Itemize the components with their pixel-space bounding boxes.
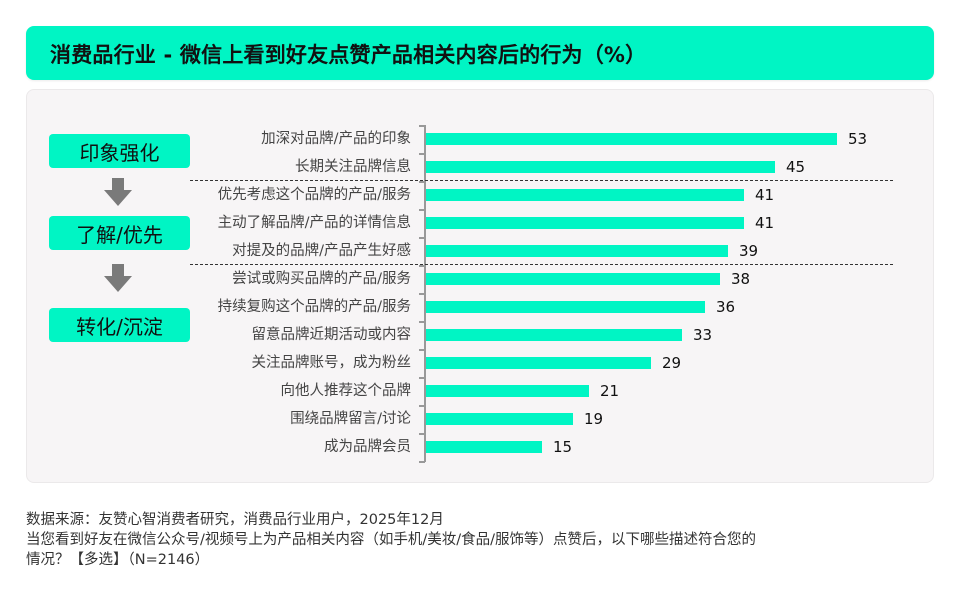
chart-title: 消费品行业 - 微信上看到好友点赞产品相关内容后的行为（%） (50, 43, 647, 67)
bar (426, 357, 651, 369)
row-label: 优先考虑这个品牌的产品/服务 (217, 187, 411, 203)
stage-convert: 转化/沉淀 (49, 308, 190, 342)
bar (426, 385, 589, 397)
row-label: 成为品牌会员 (324, 439, 411, 455)
bar-value: 38 (731, 270, 751, 288)
bar (426, 245, 728, 257)
bar-value: 15 (553, 438, 573, 456)
axis-tick (419, 153, 425, 155)
bar (426, 441, 542, 453)
row-label: 围绕品牌留言/讨论 (290, 411, 411, 427)
axis-tick (419, 377, 425, 379)
row-label: 持续复购这个品牌的产品/服务 (217, 299, 411, 315)
bar (426, 413, 573, 425)
bar-value: 45 (786, 158, 806, 176)
bar-value: 21 (600, 382, 620, 400)
row-label: 对提及的品牌/产品产生好感 (232, 243, 411, 259)
stage-understand: 了解/优先 (49, 216, 190, 250)
axis-tick (419, 265, 425, 267)
axis-tick (419, 349, 425, 351)
bar (426, 273, 720, 285)
bar-value: 53 (848, 130, 868, 148)
row-label: 主动了解品牌/产品的详情信息 (217, 215, 411, 231)
axis-tick (419, 321, 425, 323)
y-axis (424, 125, 426, 462)
question-note-line2: 情况？【多选】（N=2146） (26, 552, 210, 568)
source-note: 数据来源：友赞心智消费者研究，消费品行业用户，2025年12月 (26, 512, 444, 528)
row-label: 关注品牌账号，成为粉丝 (251, 355, 412, 371)
bar-value: 39 (739, 242, 759, 260)
axis-tick (419, 461, 425, 463)
down-arrow-icon (104, 178, 132, 206)
bar (426, 161, 775, 173)
row-label: 长期关注品牌信息 (295, 159, 411, 175)
axis-tick (419, 237, 425, 239)
bar-value: 36 (716, 298, 736, 316)
down-arrow-icon (104, 264, 132, 292)
bar-value: 33 (693, 326, 713, 344)
row-label: 留意品牌近期活动或内容 (251, 327, 412, 343)
axis-tick (419, 293, 425, 295)
bar-value: 41 (755, 186, 775, 204)
axis-tick (419, 433, 425, 435)
bar (426, 217, 744, 229)
axis-tick (419, 209, 425, 211)
stage-impression: 印象强化 (49, 134, 190, 168)
bar (426, 329, 682, 341)
bar-value: 29 (662, 354, 682, 372)
axis-tick (419, 125, 425, 127)
row-label: 尝试或购买品牌的产品/服务 (232, 271, 411, 287)
question-note-line1: 当您看到好友在微信公众号/视频号上为产品相关内容（如手机/美妆/食品/服饰等）点… (26, 532, 757, 548)
row-label: 向他人推荐这个品牌 (280, 383, 412, 399)
title-bar: 消费品行业 - 微信上看到好友点赞产品相关内容后的行为（%） (26, 26, 934, 80)
axis-tick (419, 181, 425, 183)
bar-value: 19 (584, 410, 604, 428)
bar (426, 301, 705, 313)
group-divider (190, 180, 893, 181)
bar-value: 41 (755, 214, 775, 232)
row-label: 加深对品牌/产品的印象 (261, 131, 411, 147)
bar (426, 133, 837, 145)
bar (426, 189, 744, 201)
axis-tick (419, 405, 425, 407)
group-divider (190, 264, 893, 265)
